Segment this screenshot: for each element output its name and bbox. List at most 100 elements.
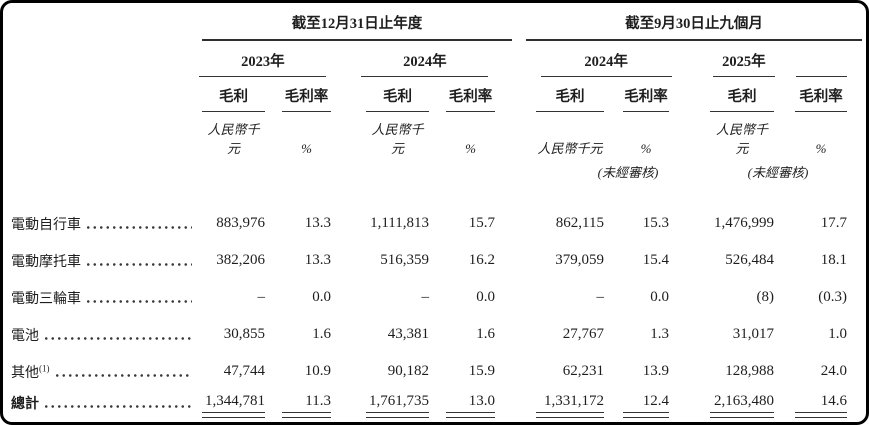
double-rule bbox=[366, 417, 429, 422]
unaudited-note-2024: (未經審核) bbox=[597, 165, 659, 180]
table-row-electric-bicycles: 電動自行車 883,976 13.3 1,111,813 15.7 862,11… bbox=[7, 205, 862, 242]
cell-value: 30,855 bbox=[223, 326, 265, 342]
double-rule bbox=[536, 417, 604, 422]
unit-rmb-thousand: 人民幣千元 bbox=[371, 122, 424, 156]
cell-value: 90,182 bbox=[387, 363, 429, 379]
total-value: 1,331,172 bbox=[536, 393, 604, 413]
cell-value: 1.6 bbox=[476, 326, 495, 342]
cell-value: 13.9 bbox=[642, 363, 669, 379]
double-rule bbox=[202, 417, 265, 422]
cell-value: 0.0 bbox=[312, 289, 331, 305]
cell-value: (0.3) bbox=[818, 289, 847, 305]
period-title-fiscal-year: 截至12月31日止年度 bbox=[202, 12, 512, 41]
header-gross-margin-2024fy: 毛利率 bbox=[446, 85, 495, 112]
cell-value: 13.3 bbox=[304, 252, 331, 268]
year-2025-9m: 2025年 bbox=[712, 50, 776, 77]
header-gross-margin-2023: 毛利率 bbox=[282, 85, 331, 112]
cell-value: 15.4 bbox=[642, 252, 669, 268]
cell-value: 128,988 bbox=[725, 363, 774, 379]
header-gross-profit-2025-9m: 毛利 bbox=[710, 85, 774, 112]
cell-value: 24.0 bbox=[820, 363, 847, 379]
cell-value: 31,017 bbox=[732, 326, 774, 342]
total-value: 1,344,781 bbox=[202, 393, 265, 413]
cell-value: – bbox=[596, 289, 605, 305]
dot-leader bbox=[43, 324, 192, 340]
cell-value: 16.2 bbox=[468, 252, 495, 268]
cell-value: 883,976 bbox=[216, 215, 265, 231]
cell-value: – bbox=[257, 289, 266, 305]
dot-leader bbox=[85, 287, 192, 303]
period-title-nine-months: 截至9月30日止九個月 bbox=[526, 12, 862, 41]
double-rule bbox=[795, 417, 847, 422]
table-row-total: 總計 1,344,781 11.3 1,761,735 13.0 1,331,1… bbox=[7, 390, 862, 422]
table-row-batteries: 電池 30,855 1.6 43,381 1.6 27,767 1.3 31,0… bbox=[7, 316, 862, 353]
unit-rmb-thousand: 人民幣千元 bbox=[537, 141, 603, 156]
footnote-marker: (1) bbox=[39, 362, 50, 373]
double-rule bbox=[623, 417, 669, 422]
double-rule bbox=[282, 417, 331, 422]
header-gross-margin-2025-9m: 毛利率 bbox=[795, 85, 847, 112]
cell-value: 15.9 bbox=[468, 363, 495, 379]
header-gross-profit-2023: 毛利 bbox=[202, 85, 265, 112]
cell-value: 0.0 bbox=[650, 289, 669, 305]
double-rule bbox=[710, 417, 774, 422]
year-2024-9m: 2024年 bbox=[540, 50, 672, 77]
cell-value: 526,484 bbox=[725, 252, 774, 268]
total-value: 1,761,735 bbox=[366, 393, 429, 413]
cell-value: 15.7 bbox=[468, 215, 495, 231]
cell-value: 0.0 bbox=[476, 289, 495, 305]
total-label: 總計 bbox=[11, 397, 39, 412]
cell-value: 862,115 bbox=[555, 215, 604, 231]
cell-value: 1,111,813 bbox=[370, 215, 429, 231]
dot-leader bbox=[85, 250, 192, 266]
total-value: 14.6 bbox=[795, 393, 847, 413]
cell-value: (8) bbox=[756, 289, 775, 305]
year-2025-rule-segment bbox=[796, 71, 847, 77]
cell-value: 43,381 bbox=[387, 326, 429, 342]
unit-percent: % bbox=[815, 141, 827, 156]
cell-value: 1.0 bbox=[828, 326, 847, 342]
unit-percent: % bbox=[640, 141, 652, 156]
unit-percent: % bbox=[301, 141, 312, 156]
cell-value: 1.6 bbox=[312, 326, 331, 342]
total-value: 12.4 bbox=[623, 393, 669, 413]
unit-rmb-thousand: 人民幣千元 bbox=[207, 122, 260, 156]
row-label: 其他 bbox=[11, 365, 39, 381]
column-header-row: 毛利 毛利率 毛利 毛利率 毛利 毛利率 毛利 毛利率 bbox=[7, 85, 862, 112]
header-gross-profit-2024fy: 毛利 bbox=[366, 85, 429, 112]
row-label: 電動自行車 bbox=[11, 217, 81, 233]
dot-leader bbox=[85, 213, 192, 229]
header-gross-profit-2024-9m: 毛利 bbox=[536, 85, 604, 112]
table-body: 電動自行車 883,976 13.3 1,111,813 15.7 862,11… bbox=[7, 205, 862, 422]
total-value: 13.0 bbox=[446, 393, 495, 413]
table-row-electric-motorcycles: 電動摩托車 382,206 13.3 516,359 16.2 379,059 … bbox=[7, 242, 862, 279]
cell-value: 15.3 bbox=[642, 215, 669, 231]
cell-value: 18.1 bbox=[820, 252, 847, 268]
dot-leader bbox=[43, 393, 192, 408]
cell-value: 13.3 bbox=[304, 215, 331, 231]
cell-value: 47,744 bbox=[223, 363, 265, 379]
double-rule bbox=[446, 417, 495, 422]
total-value: 2,163,480 bbox=[710, 393, 774, 413]
gross-profit-table: 截至12月31日止年度 截至9月30日止九個月 2023年 2024年 2024… bbox=[7, 12, 862, 422]
unit-rmb-thousand: 人民幣千元 bbox=[715, 122, 768, 156]
header-gross-margin-2024-9m: 毛利率 bbox=[623, 85, 669, 112]
year-2024-fy: 2024年 bbox=[361, 50, 489, 77]
cell-value: 10.9 bbox=[304, 363, 331, 379]
period-header-row: 截至12月31日止年度 截至9月30日止九個月 bbox=[7, 12, 862, 41]
cell-value: 1.3 bbox=[650, 326, 669, 342]
cell-value: 516,359 bbox=[380, 252, 429, 268]
cell-value: – bbox=[421, 289, 430, 305]
row-label: 電動摩托車 bbox=[11, 254, 81, 270]
table-row-electric-tricycles: 電動三輪車 – 0.0 – 0.0 – 0.0 (8) (0.3) bbox=[7, 279, 862, 316]
dot-leader bbox=[53, 361, 192, 377]
row-label: 電池 bbox=[11, 328, 39, 344]
table-row-others: 其他(1) 47,744 10.9 90,182 15.9 62,231 13.… bbox=[7, 353, 862, 390]
cell-value: 379,059 bbox=[555, 252, 604, 268]
cell-value: 27,767 bbox=[562, 326, 604, 342]
year-header-row: 2023年 2024年 2024年 2025年 bbox=[7, 50, 862, 77]
units-row: 人民幣千元 % 人民幣千元 % 人民幣千元 % 人民幣千元 % bbox=[7, 119, 862, 157]
unit-percent: % bbox=[465, 141, 476, 156]
cell-value: 382,206 bbox=[216, 252, 265, 268]
